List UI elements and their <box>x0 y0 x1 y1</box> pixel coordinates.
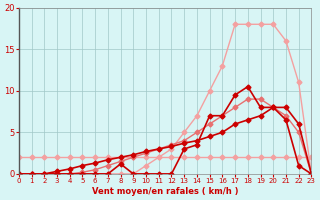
X-axis label: Vent moyen/en rafales ( km/h ): Vent moyen/en rafales ( km/h ) <box>92 187 238 196</box>
